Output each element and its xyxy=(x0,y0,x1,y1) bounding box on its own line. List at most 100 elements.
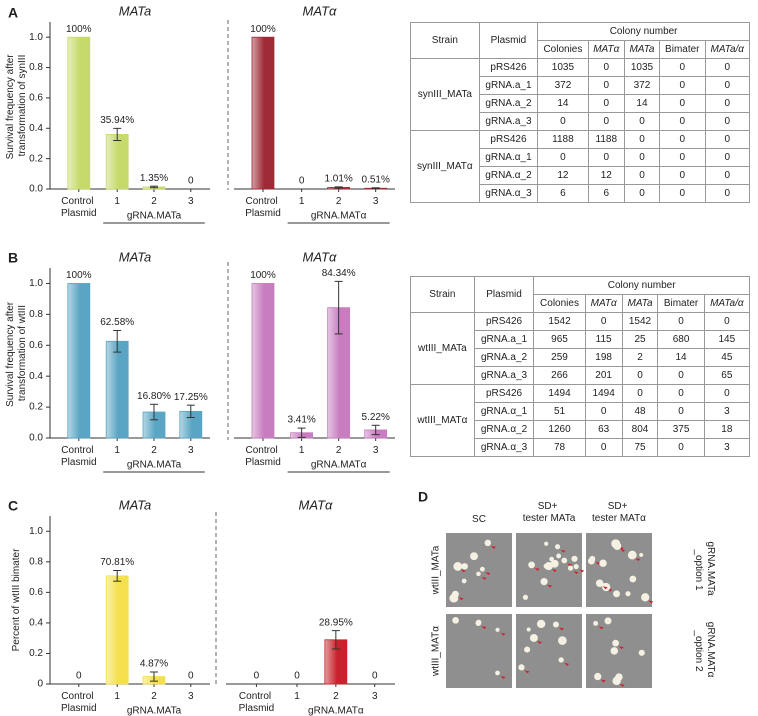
arrow xyxy=(500,632,506,636)
table-cell: 14 xyxy=(537,94,589,113)
colony xyxy=(524,646,531,653)
table-cell: 0 xyxy=(704,58,751,77)
table-cell: synIII_MATa xyxy=(410,58,480,131)
table-cell: MATa/α xyxy=(704,40,751,59)
table-cell: 1188 xyxy=(537,130,589,149)
colony xyxy=(529,633,538,642)
arrow xyxy=(536,640,542,644)
table-cell: 0 xyxy=(621,384,659,403)
panel-label: A xyxy=(8,5,18,21)
colony xyxy=(613,542,622,550)
table-cell: 680 xyxy=(657,330,705,349)
colony xyxy=(638,649,645,656)
row-note: gRNA.MATa _option 1 xyxy=(693,541,716,598)
table-cell: 0 xyxy=(659,94,706,113)
table-cell: 25 xyxy=(621,330,659,349)
table-cell: pRS426 xyxy=(473,312,535,331)
bar xyxy=(67,36,91,190)
table-cell: 0 xyxy=(587,112,625,131)
arrow xyxy=(618,646,624,650)
table-cell: 0 xyxy=(584,402,623,421)
y-axis-label: Survival frequency after transformation … xyxy=(5,299,28,407)
table-cell: MATα xyxy=(584,294,623,313)
x-tick-label: 1 xyxy=(299,196,305,207)
value-label: 5.22% xyxy=(362,412,390,423)
arrow xyxy=(579,569,585,573)
colony xyxy=(475,620,482,626)
value-label: 0 xyxy=(372,671,378,682)
table-cell: 372 xyxy=(537,76,589,95)
table-cell: gRNA.α_2 xyxy=(473,420,535,439)
arrow xyxy=(619,683,625,687)
table-cell: 51 xyxy=(533,402,586,421)
column-header: SC xyxy=(472,514,486,525)
y-tick-label: 1.0 xyxy=(29,278,43,289)
table-cell: 6 xyxy=(587,184,625,203)
table-cell: 1188 xyxy=(587,130,625,149)
value-label: 17.25% xyxy=(174,392,208,403)
x-tick-label: 1 xyxy=(114,196,120,207)
arrow xyxy=(551,569,557,573)
table-cell: 0 xyxy=(623,166,661,185)
arrow xyxy=(598,626,604,630)
colony xyxy=(461,563,468,570)
arrow xyxy=(524,670,530,674)
table-cell: 78 xyxy=(533,438,586,457)
arrow xyxy=(635,558,641,562)
table-cell: wtIII_MATa xyxy=(410,312,475,385)
y-tick-label: 0.0 xyxy=(29,184,43,195)
y-tick-label: 0.4 xyxy=(29,618,43,629)
panel-label: C xyxy=(8,498,18,514)
colony xyxy=(641,593,650,602)
table-cell: 6 xyxy=(537,184,589,203)
arrow xyxy=(560,549,566,553)
colony xyxy=(612,639,619,647)
value-label: 100% xyxy=(250,24,276,35)
column-header: SD+ tester MATa xyxy=(523,501,576,524)
x-tick-label: 1 xyxy=(299,445,305,456)
y-tick-label: 0.0 xyxy=(29,433,43,444)
table-cell: Plasmid xyxy=(473,276,535,313)
colony-table: Strain Plasmid Colony number Colonies MATα MA… xyxy=(410,276,751,457)
table-cell: gRNA.a_3 xyxy=(478,112,539,131)
colony xyxy=(573,563,579,570)
colony xyxy=(526,627,531,632)
table-cell: Strain xyxy=(410,22,480,59)
table-cell: 0 xyxy=(623,184,661,203)
table-cell: synIII_MATα xyxy=(410,130,480,203)
table-cell: 0 xyxy=(704,130,751,149)
table-cell: 12 xyxy=(587,166,625,185)
x-tick-label: 2 xyxy=(151,196,157,207)
table-cell: 0 xyxy=(703,384,751,403)
value-label: 28.95% xyxy=(319,617,353,628)
table-cell: gRNA.α_1 xyxy=(473,402,535,421)
bar xyxy=(251,283,275,439)
colony xyxy=(476,571,481,577)
table-cell: gRNA.a_2 xyxy=(473,348,535,367)
table-cell: 1542 xyxy=(533,312,586,331)
y-tick-label: 0.2 xyxy=(29,402,43,413)
table-cell: 0 xyxy=(659,112,706,131)
chart-title: MATα xyxy=(303,249,337,264)
y-axis-label: Percent of wtIII bimater xyxy=(11,548,22,651)
value-label: 0 xyxy=(76,671,82,682)
table-cell: 2 xyxy=(621,348,659,367)
table-cell: Bimater xyxy=(657,294,705,313)
colony xyxy=(540,577,548,586)
colony xyxy=(558,657,564,663)
table-cell: MATa xyxy=(623,40,661,59)
arrow xyxy=(534,567,540,571)
value-label: 70.81% xyxy=(100,557,134,568)
x-tick-label: Control Plasmid xyxy=(245,196,281,219)
x-tick-label: Control Plasmid xyxy=(61,691,97,714)
y-tick-label: 0 xyxy=(37,679,43,690)
x-tick-label: 1 xyxy=(114,445,120,456)
colony-table: Strain Plasmid Colony number Colonies MATα MA… xyxy=(410,22,751,203)
x-tick-label: Control Plasmid xyxy=(245,445,281,468)
arrow xyxy=(490,545,496,549)
table-cell: 375 xyxy=(657,420,705,439)
value-label: 35.94% xyxy=(100,115,134,126)
colony xyxy=(453,562,463,571)
table-cell: 14 xyxy=(623,94,661,113)
